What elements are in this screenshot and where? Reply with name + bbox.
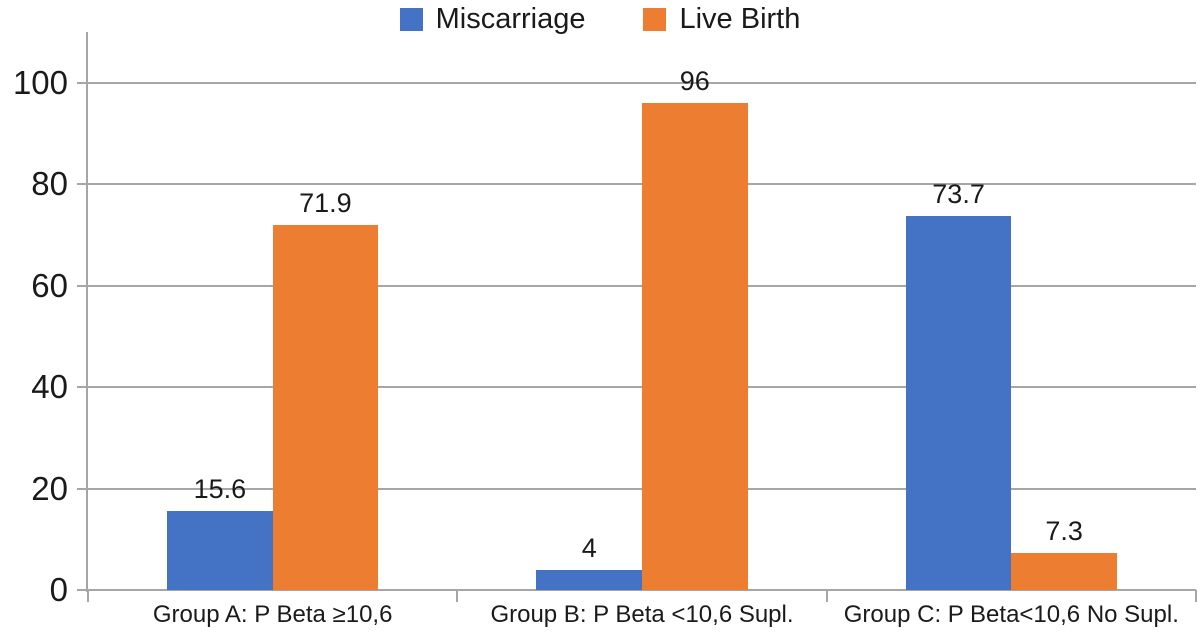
bar-value-label: 73.7: [932, 179, 985, 210]
chart-legend: Miscarriage Live Birth: [0, 2, 1200, 36]
bar-value-label: 7.3: [1045, 515, 1083, 546]
x-axis-tick: [456, 590, 459, 602]
legend-swatch-live-birth-icon: [643, 7, 667, 31]
category-label: Group B: P Beta <10,6 Supl.: [490, 601, 794, 628]
legend-item-miscarriage: Miscarriage: [399, 2, 586, 36]
gridline: [77, 487, 1196, 490]
y-tick-label: 40: [31, 368, 68, 406]
y-tick-label: 80: [31, 165, 68, 203]
gridline: [77, 386, 1196, 389]
category-label: Group A: P Beta ≥10,6: [152, 601, 393, 628]
legend-label-miscarriage: Miscarriage: [435, 3, 586, 35]
bar-value-label: 4: [581, 532, 597, 563]
x-axis-tick: [1195, 590, 1197, 602]
y-tick-label: 20: [31, 469, 68, 507]
bar-value-label: 71.9: [299, 188, 352, 219]
x-axis-line: [77, 589, 1196, 591]
legend-swatch-miscarriage-icon: [399, 7, 423, 31]
bar-miscarriage: [167, 510, 273, 590]
legend-item-live-birth: Live Birth: [643, 2, 800, 36]
legend-label-live-birth: Live Birth: [679, 3, 801, 35]
bar-miscarriage: [905, 216, 1012, 590]
gridline: [77, 183, 1196, 186]
category-label: Group C: P Beta<10,6 No Supl.: [843, 601, 1179, 628]
x-axis-tick: [825, 590, 828, 602]
bar-miscarriage: [536, 569, 642, 590]
y-tick-label: 60: [31, 266, 68, 304]
x-axis-tick: [87, 590, 89, 602]
bar-value-label: 96: [679, 66, 710, 97]
gridline: [77, 81, 1196, 84]
plot-area: 15.6 71.9 4 96 73.7 7.3: [77, 32, 1197, 602]
bar-live-birth: [642, 103, 748, 590]
bar-live-birth: [1011, 552, 1117, 590]
gridline: [77, 284, 1196, 287]
y-axis-line: [86, 32, 88, 592]
y-tick-label: 100: [12, 63, 68, 101]
y-tick-label: 0: [49, 571, 68, 608]
bar-value-label: 15.6: [193, 473, 247, 504]
bar-live-birth: [272, 225, 379, 590]
